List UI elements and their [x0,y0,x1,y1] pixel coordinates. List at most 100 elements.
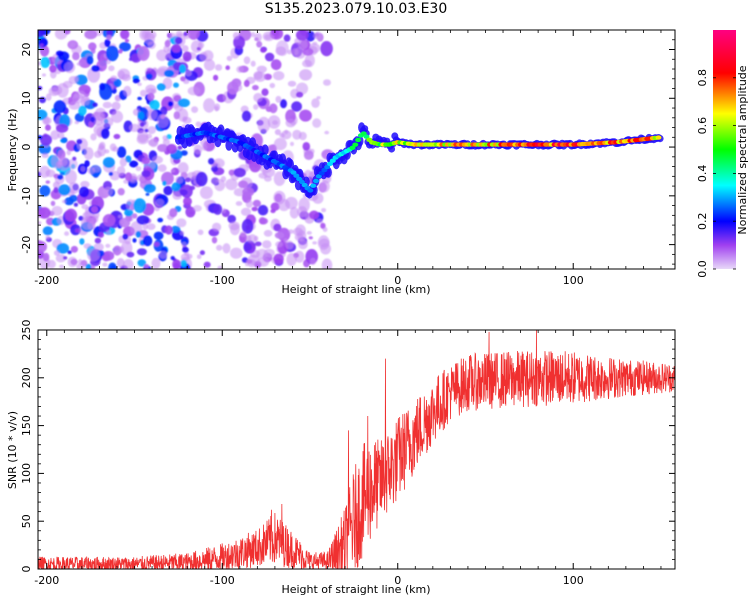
spectrogram-noise-blob [170,169,176,173]
spectrogram-noise-blob [250,60,256,67]
spectrogram-noise-blob [137,96,142,101]
spectrogram-noise-blob [45,180,50,184]
spectrogram-noise-blob [261,88,269,96]
spectrogram-noise-blob [162,138,170,146]
spectrogram-noise-blob [172,259,181,269]
spectrogram-noise-blob [264,34,272,40]
spectrogram-noise-blob [69,194,78,202]
spectrogram-noise-blob [286,253,297,266]
spectrogram-noise-blob [225,65,230,70]
spectrogram-noise-blob [74,90,87,99]
spectrogram-noise-blob [42,252,50,262]
spectrogram-noise-blob [294,250,305,263]
spectrogram-noise-blob [91,65,100,72]
spectrogram-noise-blob [289,207,299,219]
spectrogram-noise-blob [298,239,308,250]
spectrogram-noise-blob [103,186,114,197]
spectrogram-noise-blob [150,88,157,94]
spectrogram-noise-blob [76,62,82,66]
spectrogram-noise-blob [57,174,64,180]
spectrogram-noise-blob [316,96,321,100]
spectrogram-noise-blob [137,82,142,87]
spectrogram-noise-blob [302,59,312,68]
spectrogram-noise-blob [321,258,333,269]
spectrogram-noise-blob [213,158,225,168]
spectrogram-noise-blob [256,248,268,259]
spectrogram-noise-blob [252,199,261,207]
spectrogram-noise-blob [162,180,167,186]
spectrogram-noise-blob [179,64,187,74]
spectrogram-x-ticks: -200 -100 0 100 [34,30,662,287]
spectrogram-noise-blob [132,213,138,219]
spectrogram-noise-blob [51,205,63,216]
x-tick-label: -200 [34,574,59,587]
spectrogram-noise-blob [80,166,86,172]
spectrogram-noise-blob [50,200,56,207]
spectrogram-noise-blob [40,134,52,146]
spectrogram-noise-blob [199,186,213,200]
snr-series-line [38,330,675,569]
spectrogram-noise-blob [67,250,72,255]
spectrogram-noise-blob [253,92,263,103]
spectrogram-noise-blob [185,70,192,77]
spectrogram-noise-blob [285,240,294,250]
spectrogram-ridge-core [349,145,356,150]
spectrogram-noise-blob [184,177,191,183]
spectrogram-ridge-core [296,176,303,182]
spectrogram-noise-blob [137,111,145,120]
spectrogram-noise-blob [111,110,124,123]
spectrogram-noise-blob [180,259,187,268]
spectrogram-noise-blob [147,41,156,50]
spectrogram-noise-blob [67,256,78,268]
spectrogram-noise-blob [63,256,68,260]
spectrogram-noise-blob [319,180,330,193]
spectrogram-ridge-core [293,173,300,178]
colorbar-gradient [713,30,736,269]
spectrogram-noise-blob [102,214,116,227]
spectrogram-noise-blob [177,98,190,108]
spectrogram-noise-blob [136,134,149,145]
spectrogram-noise-blob [163,185,173,196]
spectrogram-noise-blob [175,176,184,184]
spectrogram-noise-blob [240,207,252,216]
spectrogram-noise-blob [298,39,308,50]
colorbar-tick-label: 0.4 [696,165,709,183]
spectrogram-noise-blob [47,259,56,269]
spectrogram-ridge-core [313,178,319,184]
spectrogram-noise-blob [64,231,70,236]
spectrogram-noise-blob [83,243,92,249]
y-tick-label: 0 [20,144,33,151]
spectrogram-ridge-core [310,183,317,188]
spectrogram-noise-blob [141,30,149,39]
spectrogram-noise-blob [147,92,155,101]
spectrogram-noise-blob [157,164,167,173]
colorbar-tick-label: 0.6 [696,117,709,135]
spectrogram-noise-blob [243,79,250,87]
spectrogram-noise-blob [214,105,219,112]
y-tick-label: -20 [20,236,33,254]
spectrogram-y-axis-label: Frequency (Hz) [6,109,19,192]
spectrogram-noise-blob [42,73,46,77]
spectrogram-noise-blob [306,231,312,235]
spectrogram-noise-blob [38,30,45,38]
spectrogram-noise-blob [39,96,46,104]
spectrogram-noise-blob [251,31,256,38]
spectrogram-noise-blob [246,259,253,264]
spectrogram-noise-blob [51,85,63,96]
spectrogram-noise-blob [270,202,280,211]
spectrogram-noise-blob [38,221,42,225]
spectrogram-noise-blob [274,129,281,136]
spectrogram-noise-blob [106,34,112,41]
spectrogram-noise-blob [39,185,51,197]
spectrogram-noise-blob [163,69,175,78]
spectrogram-noise-blob [42,226,53,236]
spectrogram-noise-blob [102,250,115,261]
colorbar-tick-label: 0.0 [696,260,709,278]
spectrogram-noise-blob [288,229,294,234]
spectrogram-noise-blob [119,42,131,52]
spectrogram-noise-blob [70,245,78,253]
spectrogram-ridge-halo [388,145,396,153]
spectrogram-noise-blob [117,146,127,158]
